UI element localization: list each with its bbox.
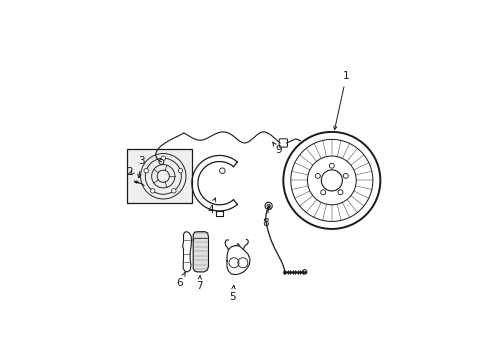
Circle shape [320, 190, 325, 195]
Polygon shape [193, 232, 208, 272]
Text: 9: 9 [272, 142, 281, 155]
Text: 1: 1 [333, 72, 349, 130]
Text: 6: 6 [176, 273, 185, 288]
Circle shape [343, 174, 347, 178]
Circle shape [171, 189, 176, 193]
Circle shape [302, 270, 306, 274]
Circle shape [337, 190, 342, 195]
Circle shape [150, 189, 155, 193]
Text: 4: 4 [207, 198, 215, 215]
Circle shape [264, 202, 272, 210]
Circle shape [178, 168, 183, 173]
Text: 5: 5 [229, 285, 235, 302]
Text: 7: 7 [196, 275, 202, 291]
Text: 2: 2 [126, 167, 133, 177]
Circle shape [328, 163, 334, 168]
FancyBboxPatch shape [127, 149, 192, 203]
Text: 3: 3 [138, 156, 144, 178]
Text: 8: 8 [262, 206, 270, 228]
Circle shape [159, 159, 163, 164]
Circle shape [161, 156, 165, 161]
Circle shape [315, 174, 320, 178]
FancyBboxPatch shape [279, 139, 287, 147]
Circle shape [143, 168, 148, 173]
